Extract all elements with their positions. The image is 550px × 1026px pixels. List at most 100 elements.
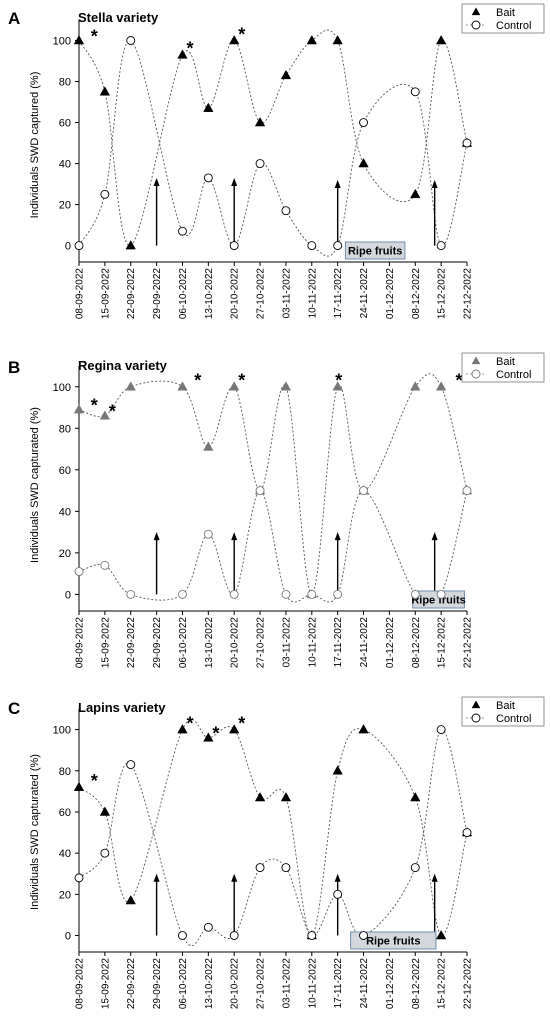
- arrow-head: [231, 532, 238, 541]
- bait-point: [254, 117, 266, 127]
- legend-label-bait: Bait: [496, 7, 515, 19]
- control-point: [307, 241, 317, 251]
- y-tick-label: 60: [59, 807, 71, 819]
- y-tick-label: 100: [53, 36, 71, 48]
- panel-c-title: Lapins variety: [78, 700, 166, 715]
- control-point: [203, 529, 213, 539]
- control-point: [255, 159, 265, 169]
- significance-star: *: [91, 26, 98, 46]
- x-tick-label: 22-09-2022: [126, 958, 137, 1010]
- x-tick-label: 20-10-2022: [230, 617, 241, 669]
- x-tick-label: 06-10-2022: [178, 617, 189, 669]
- x-tick-label: 29-09-2022: [152, 958, 163, 1010]
- series-line-bait: [78, 719, 468, 936]
- x-tick-label: 27-10-2022: [256, 617, 267, 669]
- panel-a-ylabel: Individuals SWD captured (%): [29, 72, 41, 219]
- x-tick-label: 08-09-2022: [75, 617, 86, 669]
- panel-c-letter: C: [8, 699, 20, 718]
- ripe-fruits-label: Ripe fruits: [366, 936, 420, 948]
- control-point: [229, 241, 239, 251]
- arrow-head: [153, 873, 160, 882]
- legend-bait-marker: [471, 700, 481, 709]
- legend-control-marker: [471, 713, 481, 723]
- panel-a-title: Stella variety: [78, 10, 159, 25]
- legend-control-marker: [471, 369, 481, 379]
- arrow-head: [153, 532, 160, 541]
- control-point: [462, 486, 472, 496]
- control-point: [229, 931, 239, 940]
- x-tick-label: 22-12-2022: [463, 617, 474, 669]
- significance-star: *: [238, 24, 245, 44]
- x-tick-label: 10-11-2022: [307, 958, 318, 1009]
- control-point: [100, 560, 110, 570]
- series-line-control: [78, 729, 468, 946]
- x-tick-label: 08-12-2022: [411, 268, 422, 320]
- y-tick-label: 100: [53, 382, 71, 394]
- y-tick-label: 40: [59, 506, 71, 518]
- control-point: [74, 567, 84, 577]
- bait-point: [435, 34, 447, 45]
- control-point: [436, 589, 446, 599]
- control-point: [333, 241, 343, 251]
- bait-point: [125, 381, 136, 391]
- x-tick-label: 10-11-2022: [307, 268, 318, 319]
- control-point: [333, 589, 343, 599]
- y-tick-label: 20: [59, 889, 71, 901]
- control-point: [178, 931, 187, 940]
- panel-c: C Lapins variety Individuals SWD captura…: [8, 696, 545, 1010]
- bait-point: [203, 102, 214, 112]
- bait-point: [229, 381, 240, 391]
- y-tick-label: 0: [65, 241, 71, 253]
- bait-point: [177, 49, 188, 59]
- x-tick-label: 24-11-2022: [359, 617, 370, 668]
- control-point: [307, 931, 317, 940]
- x-tick-label: 01-12-2022: [385, 617, 396, 669]
- significance-star: *: [194, 370, 201, 390]
- bait-point: [99, 410, 111, 420]
- x-tick-label: 24-11-2022: [359, 958, 370, 1009]
- x-tick-label: 03-11-2022: [281, 617, 292, 668]
- bait-point: [435, 381, 447, 391]
- y-tick-label: 40: [59, 848, 71, 860]
- arrow-head: [334, 873, 341, 882]
- y-tick-label: 60: [59, 465, 71, 477]
- x-tick-label: 15-12-2022: [437, 617, 448, 669]
- legend-control-marker: [471, 20, 481, 30]
- control-point: [255, 863, 265, 873]
- x-tick-label: 15-09-2022: [100, 617, 111, 669]
- significance-star: *: [455, 370, 462, 390]
- bait-point: [332, 381, 343, 391]
- legend-label-bait: Bait: [496, 700, 515, 712]
- control-point: [436, 241, 446, 251]
- series-line-bait: [78, 29, 468, 247]
- control-point: [359, 931, 368, 940]
- panel-b-title: Regina variety: [78, 358, 168, 373]
- x-tick-label: 03-11-2022: [281, 958, 292, 1009]
- x-tick-label: 08-12-2022: [411, 958, 422, 1010]
- x-tick-label: 27-10-2022: [256, 268, 267, 320]
- bait-point: [280, 69, 292, 80]
- panel-c-plot: 0 20 40 60 80 100 08-09-2022 15-09-2022 22-09-20…: [53, 696, 545, 1010]
- control-point: [281, 206, 291, 216]
- panel-a: A Stella variety Individuals SWD capture…: [8, 3, 545, 320]
- control-point: [333, 889, 343, 899]
- legend-bait-marker: [471, 356, 481, 365]
- x-tick-label: 01-12-2022: [385, 958, 396, 1010]
- bait-point: [229, 724, 240, 734]
- x-tick-label: 03-11-2022: [281, 268, 292, 319]
- control-point: [359, 486, 368, 496]
- bait-point: [410, 792, 421, 802]
- bait-point: [203, 732, 214, 742]
- significance-star: *: [91, 771, 98, 791]
- x-tick-label: 15-09-2022: [100, 958, 111, 1010]
- x-tick-label: 17-11-2022: [333, 617, 344, 668]
- x-tick-label: 22-09-2022: [126, 268, 137, 320]
- significance-star: *: [212, 724, 219, 744]
- control-point: [100, 189, 110, 199]
- bait-point: [203, 441, 214, 451]
- y-tick-label: 20: [59, 548, 71, 560]
- x-tick-label: 15-12-2022: [437, 958, 448, 1010]
- series-line-bait: [78, 373, 468, 595]
- control-point: [307, 589, 317, 599]
- control-point: [410, 589, 420, 599]
